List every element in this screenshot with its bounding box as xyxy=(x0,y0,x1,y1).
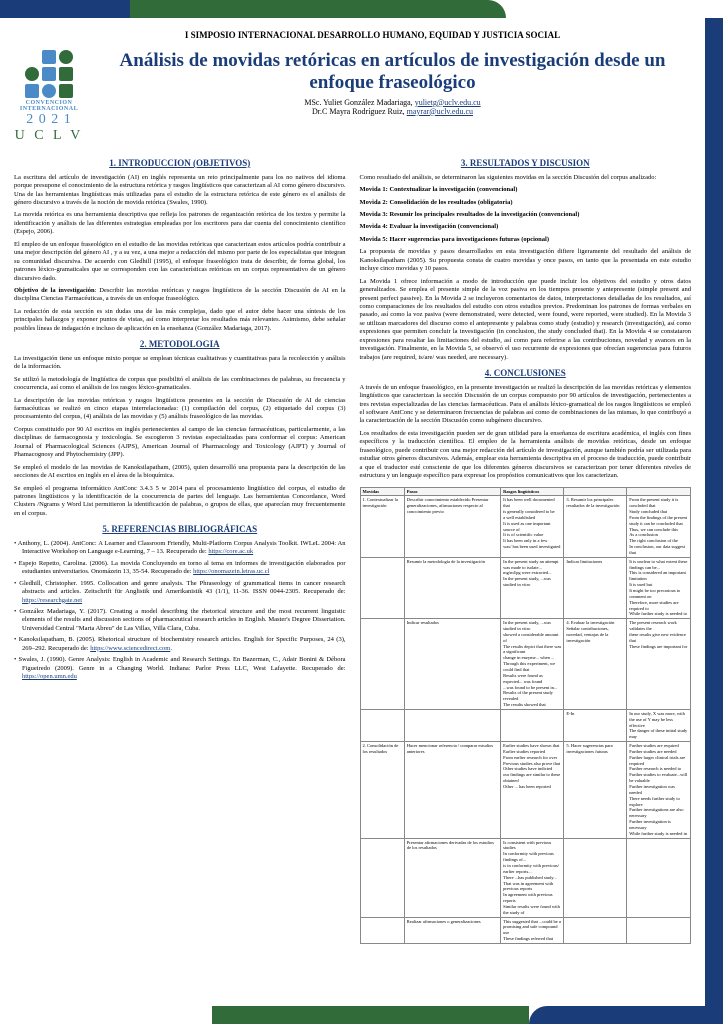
references-list: Anthony, L. (2004). AntConc: A Learner a… xyxy=(14,540,346,682)
section-2-heading: 2. METODOLOGIA xyxy=(14,339,346,351)
ref-2: Espejo Repetto, Carolina. (2006). La mov… xyxy=(22,560,346,577)
movidas-table: MovidasPasosRasgos lingüísticos1. Contex… xyxy=(360,487,692,944)
columns: 1. INTRODUCCION (OBJETIVOS) La escritura… xyxy=(14,152,691,944)
section-3-heading: 3. RESULTADOS Y DISCUSION xyxy=(360,158,692,170)
email-link-1[interactable]: yulietg@uclv.edu.cu xyxy=(415,98,481,107)
ref-1: Anthony, L. (2004). AntConc: A Learner a… xyxy=(22,540,346,557)
title-block: Análisis de movidas retóricas en artícul… xyxy=(94,50,691,116)
section-1-heading: 1. INTRODUCCION (OBJETIVOS) xyxy=(14,158,346,170)
author-1: MSc. Yuliet González Madariaga, yulietg@… xyxy=(94,98,691,107)
section-4-heading: 4. CONCLUSIONES xyxy=(360,368,692,380)
header-row: CONVENCION INTERNACIONAL 2 0 2 1 U C L V… xyxy=(14,50,691,144)
email-link-2[interactable]: mayrar@uclv.edu.cu xyxy=(407,107,473,116)
ref-3: Gledhill, Christopher. 1995. Collocation… xyxy=(22,580,346,605)
ref-5: Kanoksilapatham, B. (2005). Rhetorical s… xyxy=(22,636,346,653)
poster-content: I SIMPOSIO INTERNACIONAL DESARROLLO HUMA… xyxy=(0,18,705,1006)
uclv-logo: CONVENCION INTERNACIONAL 2 0 2 1 U C L V xyxy=(14,50,84,144)
left-column: 1. INTRODUCCION (OBJETIVOS) La escritura… xyxy=(14,152,346,944)
conference-title: I SIMPOSIO INTERNACIONAL DESARROLLO HUMA… xyxy=(114,30,631,40)
ref-4: González Madariaga, Y. (2017). Creating … xyxy=(22,608,346,633)
author-2: Dr.C Mayra Rodríguez Ruiz, mayrar@uclv.e… xyxy=(94,107,691,116)
section-5-heading: 5. REFERENCIAS BIBLIOGRÁFICAS xyxy=(14,524,346,536)
main-title: Análisis de movidas retóricas en artícul… xyxy=(94,50,691,94)
border-bottom xyxy=(0,1006,705,1024)
border-right xyxy=(705,18,723,1024)
border-top xyxy=(0,0,723,18)
ref-6: Swales, J. (1990). Genre Analysis: Engli… xyxy=(22,656,346,681)
right-column: 3. RESULTADOS Y DISCUSION Como resultado… xyxy=(360,152,692,944)
